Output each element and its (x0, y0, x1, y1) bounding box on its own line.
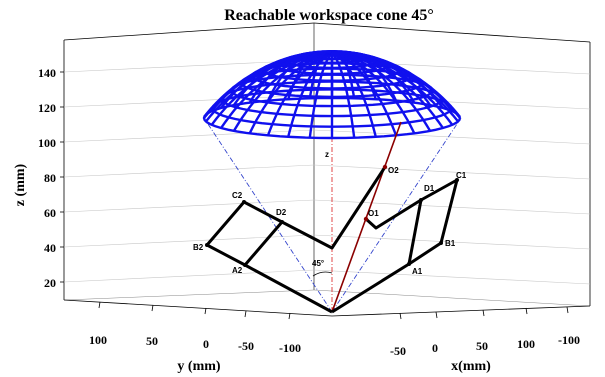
z-gridline (313, 269, 591, 285)
point-label-a1: A1 (412, 267, 423, 276)
x-tick-label: 0 (432, 341, 438, 355)
joint-d2 (280, 220, 284, 224)
z-tick-label: 40 (44, 241, 56, 255)
dome-meridian (331, 51, 432, 132)
z-tick-label: 140 (38, 66, 56, 80)
joint-c1 (455, 178, 459, 182)
joint-c2 (242, 200, 246, 204)
y-tick-mark (204, 307, 207, 315)
floor-front-right (331, 305, 591, 317)
z-tick-marks (60, 71, 64, 283)
joint-b1 (439, 241, 443, 245)
z-gridline (63, 269, 315, 283)
y-tick-mark (98, 301, 101, 309)
y-tick-label: 0 (203, 337, 209, 351)
floor-back-left (63, 289, 315, 301)
joint-a1 (407, 262, 411, 266)
point-label-d2: D2 (276, 208, 287, 217)
x-tick-label: 50 (476, 339, 488, 353)
x-axis-label: x(mm) (451, 359, 491, 374)
point-label-d1: D1 (424, 184, 435, 193)
joints (205, 164, 459, 267)
dome-meridian (331, 51, 377, 138)
chart-title: Reachable workspace cone 45° (224, 7, 433, 24)
workspace-dome (202, 50, 462, 140)
z-axis-label: z (mm) (13, 163, 28, 206)
dome-meridian (248, 51, 333, 134)
joint-b2 (205, 243, 209, 247)
z-gridline (63, 199, 315, 213)
dome-meridian (308, 50, 333, 99)
y-tick-labels: 100 50 0 -50 -100 (89, 333, 301, 355)
joint-o1 (363, 216, 369, 222)
cone-angle-arc (312, 271, 333, 277)
x-tick-label: 100 (517, 337, 535, 351)
joint-a2 (243, 263, 247, 267)
point-label-b2: B2 (193, 243, 204, 252)
dome-meridian (308, 52, 333, 138)
dome-meridian (331, 52, 356, 138)
x-tick-marks (399, 306, 569, 320)
y-tick-label: 100 (89, 333, 107, 347)
point-label-a2: A2 (232, 266, 243, 275)
point-label-b1: B1 (445, 239, 456, 248)
top-back-right (313, 22, 591, 43)
y-tick-mark (244, 310, 247, 318)
z-tick-label: 60 (44, 206, 56, 220)
cone-angle-label: 45° (312, 259, 324, 268)
joint-d1 (419, 198, 423, 202)
z-gridline (313, 164, 591, 180)
x-tick-mark (435, 311, 438, 319)
floor-front-left (63, 299, 333, 317)
dome-meridian (332, 51, 460, 116)
floor-back-right (313, 289, 591, 307)
x-tick-label: -50 (390, 344, 406, 358)
z-tick-label: 100 (38, 136, 56, 150)
y-tick-marks (98, 301, 291, 320)
y-tick-label: -50 (238, 339, 254, 353)
y-tick-mark (288, 312, 291, 320)
x-tick-mark (482, 309, 485, 317)
y-tick-mark (151, 304, 154, 312)
mechanism-link (407, 199, 423, 265)
z-gridline (63, 164, 315, 178)
x-tick-label: -100 (558, 333, 580, 347)
z-gridline (63, 234, 315, 248)
point-label-o2: O2 (388, 166, 399, 175)
dome-meridian (331, 51, 416, 134)
mechanism-link (243, 221, 284, 266)
z-gridline (313, 129, 591, 145)
cone-edge-right (331, 117, 462, 313)
point-label-o1: O1 (368, 209, 379, 218)
y-tick-label: -100 (279, 341, 301, 355)
y-axis-label: y (mm) (177, 359, 220, 374)
cone-z-marker: z (325, 150, 329, 159)
top-back-left (63, 22, 315, 41)
dome-meridian (287, 51, 333, 138)
z-tick-labels: 20 40 60 80 100 120 140 (38, 66, 56, 290)
z-gridline (63, 59, 315, 73)
joint-o2 (382, 164, 388, 170)
x-tick-mark (525, 307, 528, 315)
x-tick-labels: -50 0 50 100 -100 (390, 333, 580, 358)
z-tick-label: 80 (44, 171, 56, 185)
x-tick-mark (566, 306, 569, 314)
cone-edges (203, 117, 462, 313)
z-gridline (63, 129, 315, 143)
z-tick-label: 120 (38, 101, 56, 115)
x-tick-mark (399, 312, 402, 320)
point-label-c1: C1 (456, 171, 467, 180)
z-gridline (313, 234, 591, 250)
y-tick-label: 50 (146, 334, 158, 348)
cone-edge-left (203, 117, 333, 313)
point-label-c2: C2 (232, 191, 243, 200)
dome-meridian (287, 50, 333, 100)
z-tick-label: 20 (44, 276, 56, 290)
z-gridline (313, 199, 591, 215)
point-labels: O1 O2 A1 A2 B1 B2 C1 C2 D1 D2 (193, 166, 467, 276)
z-gridlines (63, 59, 591, 285)
